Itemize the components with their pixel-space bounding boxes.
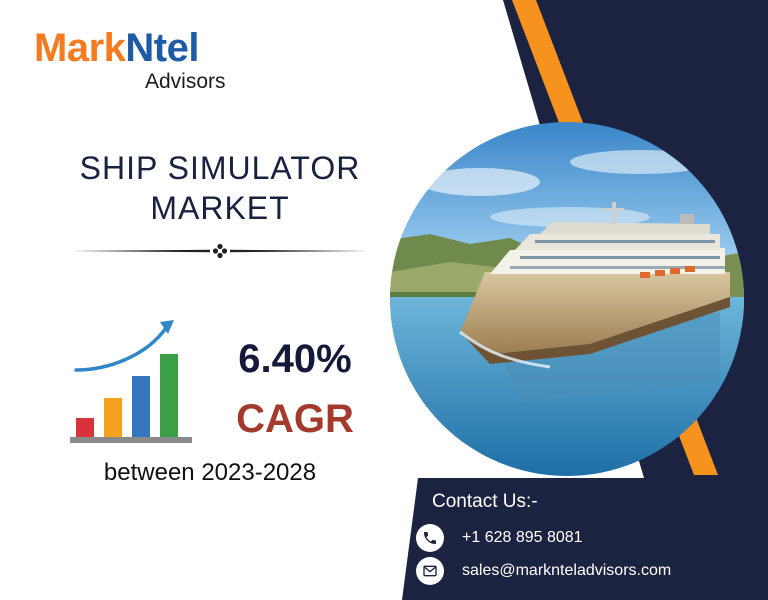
page-title: SHIP SIMULATOR MARKET (40, 148, 400, 228)
marknel-logo: MarkNtel Advisors (34, 26, 234, 96)
contact-title: Contact Us:- (432, 491, 538, 512)
envelope-icon (416, 557, 444, 585)
phone-icon (416, 524, 444, 552)
cagr-label: CAGR (236, 397, 354, 441)
title-line-1: SHIP SIMULATOR (79, 150, 361, 186)
title-line-2: MARKET (150, 190, 290, 226)
logo-advisors: Advisors (145, 70, 226, 93)
cagr-value: 6.40% (238, 337, 352, 381)
cruise-ship-image (390, 122, 744, 476)
logo-ntel: Ntel (125, 26, 199, 70)
contact-panel (402, 478, 760, 600)
phone-number[interactable]: +1 628 895 8081 (462, 529, 583, 546)
logo-wordmark: MarkNtel (34, 26, 199, 70)
ornament-divider (70, 243, 370, 259)
bar-chart-growth-icon (70, 320, 192, 443)
email-address[interactable]: sales@marknteladvisors.com (462, 562, 672, 579)
contact-email: sales@marknteladvisors.com (416, 556, 671, 586)
ornament-cross-icon (212, 243, 228, 259)
forecast-period: between 2023-2028 (103, 459, 317, 486)
contact-phone: +1 628 895 8081 (416, 523, 583, 553)
logo-mark: Mark (34, 26, 126, 70)
